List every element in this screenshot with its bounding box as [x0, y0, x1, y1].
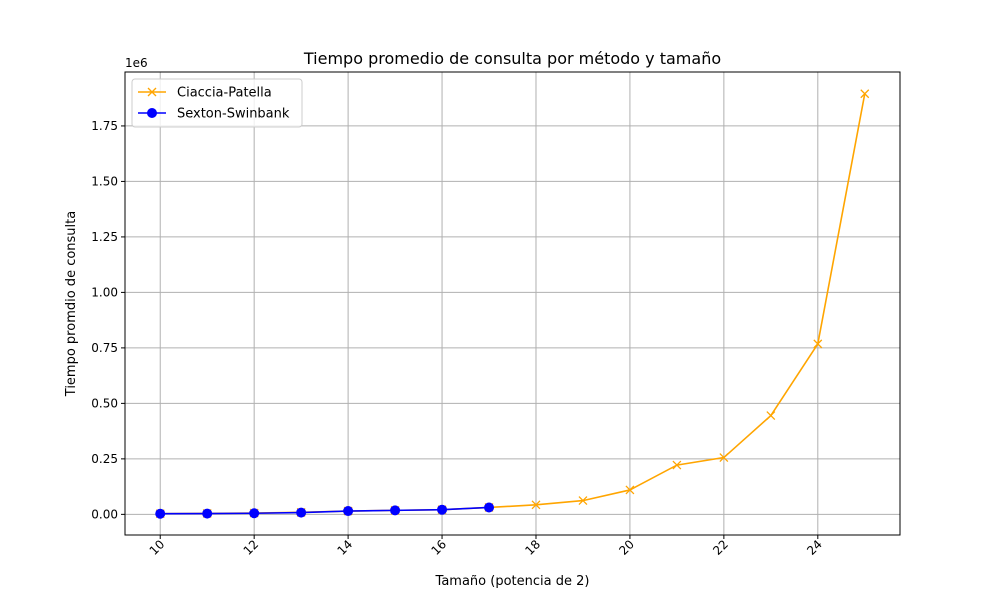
- y-tick-label: 1.25: [91, 230, 118, 244]
- data-point: [437, 504, 448, 515]
- y-offset-label: 1e6: [125, 56, 148, 70]
- legend-marker: [147, 108, 157, 118]
- plot-frame: [124, 71, 901, 536]
- legend-label: Sexton-Swinbank: [177, 107, 290, 122]
- marker-stroke: [719, 453, 729, 462]
- marker-stroke: [531, 500, 541, 510]
- legend-marker: [147, 87, 157, 97]
- data-point: [578, 496, 588, 506]
- data-point: [860, 89, 870, 99]
- series-line: [160, 506, 490, 515]
- marker-stroke: [578, 496, 588, 506]
- data-point: [766, 411, 776, 421]
- data-point: [531, 500, 541, 510]
- data-point: [249, 508, 260, 519]
- series-sexton-swinbank: [155, 502, 495, 519]
- y-tick-label: 0.50: [91, 396, 118, 410]
- data-point: [813, 339, 823, 349]
- data-point: [343, 506, 354, 517]
- chart-title: Tiempo promedio de consulta por método y…: [303, 49, 721, 68]
- y-tick-label: 0.25: [91, 452, 118, 466]
- y-tick-label: 0.00: [91, 507, 118, 521]
- y-tick-label: 1.50: [91, 174, 118, 188]
- y-tick-label: 1.00: [91, 285, 118, 299]
- data-point: [202, 508, 213, 519]
- data-point: [672, 460, 682, 470]
- marker-stroke: [860, 89, 870, 99]
- series-layer: [155, 89, 870, 519]
- data-point: [484, 502, 495, 513]
- x-axis-label: Tamaño (potencia de 2): [435, 574, 590, 589]
- legend-entries: Ciaccia-Patella Sexton-Swinbank: [138, 86, 290, 122]
- marker-stroke: [672, 460, 682, 470]
- data-point: [155, 508, 166, 519]
- data-point: [390, 505, 401, 516]
- marker-stroke: [625, 485, 635, 495]
- marker-stroke: [813, 339, 823, 349]
- y-axis-label: Tiempo promdio de consulta: [64, 211, 79, 397]
- legend-frame: [131, 78, 303, 128]
- marker-stroke: [766, 411, 776, 421]
- legend-label: Ciaccia-Patella: [177, 86, 272, 101]
- legend: Ciaccia-Patella Sexton-Swinbank: [131, 78, 303, 128]
- y-tick-label: 0.75: [91, 341, 118, 355]
- data-point: [625, 485, 635, 495]
- data-point: [296, 507, 307, 518]
- marker-stroke: [147, 87, 157, 97]
- data-point: [719, 453, 729, 462]
- y-tick-label: 1.75: [91, 119, 118, 133]
